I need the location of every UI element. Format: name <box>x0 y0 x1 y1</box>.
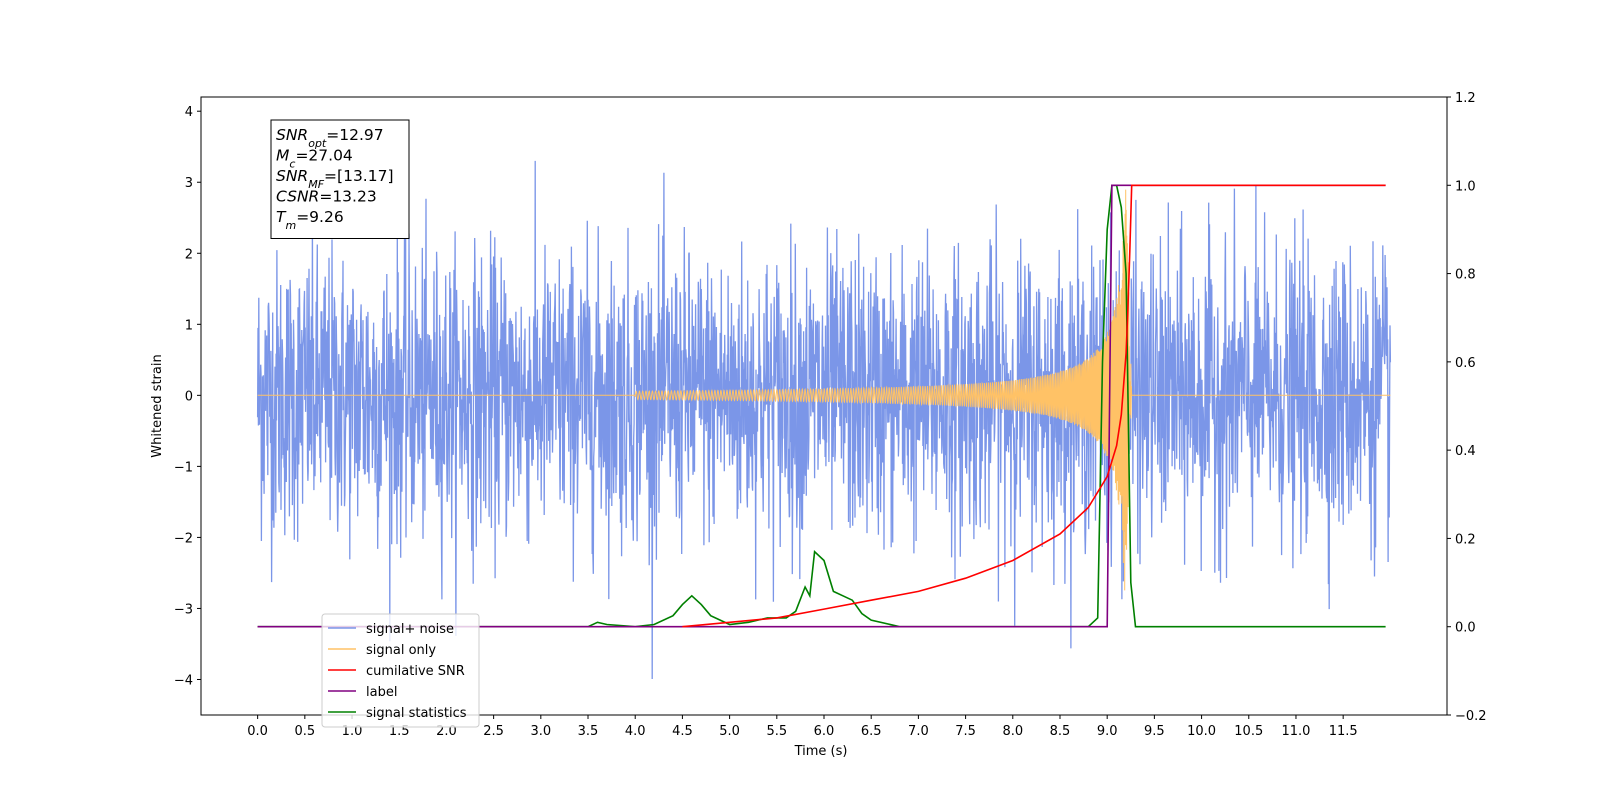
x-tick-label: 0.5 <box>294 724 315 739</box>
info-box: SNRopt=12.97Mc=27.04SNRMF=[13.17]CSNR=13… <box>270 119 410 239</box>
x-axis-label: Time (s) <box>794 744 848 759</box>
y-right-tick-label: 0.0 <box>1455 621 1476 636</box>
info-subscript: m <box>285 219 296 232</box>
info-symbol: T <box>276 208 287 226</box>
info-value: =27.04 <box>295 147 352 165</box>
y-right-tick-label: 1.0 <box>1455 179 1476 194</box>
y-tick-label: −1 <box>174 460 193 475</box>
series-signal-only <box>257 189 1391 591</box>
x-tick-label: 4.0 <box>625 724 646 739</box>
x-tick-label: 0.0 <box>247 724 268 739</box>
y-tick-label: −4 <box>174 673 193 688</box>
y-right-tick-label: −0.2 <box>1455 709 1487 724</box>
y-tick-label: −2 <box>174 531 193 546</box>
x-tick-label: 3.0 <box>530 724 551 739</box>
x-tick-label: 7.5 <box>955 724 976 739</box>
y-tick-label: 4 <box>185 105 193 120</box>
x-tick-label: 7.0 <box>908 724 929 739</box>
info-subscript: c <box>289 157 295 170</box>
info-subscript: MF <box>308 178 324 191</box>
x-tick-label: 10.5 <box>1234 724 1263 739</box>
y-axis-left: 4 3 2 1 0 −1 −2 −3 −4 <box>174 105 201 688</box>
info-symbol: CSNR <box>276 188 319 206</box>
info-line: Tm=9.26 <box>276 208 344 232</box>
x-tick-label: 9.5 <box>1144 724 1165 739</box>
x-axis: 0.0 0.5 1.0 1.5 2.0 2.5 3.0 3.5 4.0 4.5 5.0 5.5 6.0 6… <box>247 715 1358 739</box>
y-tick-label: 1 <box>185 318 193 333</box>
x-tick-label: 9.0 <box>1097 724 1118 739</box>
legend-label: signal only <box>366 643 436 658</box>
x-tick-label: 10.0 <box>1187 724 1216 739</box>
y-tick-label: 3 <box>185 176 193 191</box>
x-tick-label: 8.5 <box>1050 724 1071 739</box>
x-tick-label: 6.5 <box>861 724 882 739</box>
y-right-tick-label: 0.2 <box>1455 532 1476 547</box>
x-tick-label: 11.5 <box>1329 724 1358 739</box>
info-subscript: opt <box>308 137 327 150</box>
legend-label: label <box>366 685 397 700</box>
x-tick-label: 8.0 <box>1002 724 1023 739</box>
y-tick-label: 2 <box>185 247 193 262</box>
info-line: SNRopt=12.97 <box>276 126 384 150</box>
x-tick-label: 11.0 <box>1281 724 1310 739</box>
legend: signal+ noise signal only cumilative SNR la… <box>321 613 480 728</box>
series-cumulative-snr <box>682 184 1386 628</box>
x-tick-label: 2.5 <box>483 724 504 739</box>
info-value: =12.97 <box>326 126 383 144</box>
info-symbol: SNR <box>276 126 308 144</box>
y-right-tick-label: 0.8 <box>1455 268 1476 283</box>
y-right-tick-label: 1.2 <box>1455 91 1476 106</box>
y-tick-label: 0 <box>185 389 193 404</box>
series-layer <box>256 160 1392 680</box>
info-line: SNRMF=[13.17] <box>276 167 394 191</box>
legend-label: cumilative SNR <box>366 664 465 679</box>
x-tick-label: 5.5 <box>766 724 787 739</box>
info-symbol: M <box>276 147 289 165</box>
x-tick-label: 5.0 <box>719 724 740 739</box>
legend-label: signal+ noise <box>366 622 454 637</box>
info-line: Mc=27.04 <box>276 147 353 171</box>
series-signal-plus-noise <box>256 160 1392 680</box>
x-tick-label: 3.5 <box>578 724 599 739</box>
y-axis-label: Whitened strain <box>150 354 165 457</box>
x-tick-label: 6.0 <box>814 724 835 739</box>
info-value: =[13.17] <box>324 167 393 185</box>
y-right-tick-label: 0.4 <box>1455 444 1476 459</box>
y-axis-right: 1.2 1.0 0.8 0.6 0.4 0.2 0.0 −0.2 <box>1447 91 1487 724</box>
info-box-frame <box>270 119 410 239</box>
info-value: =9.26 <box>296 208 344 226</box>
info-line: CSNR=13.23 <box>276 188 377 206</box>
x-tick-label: 4.5 <box>672 724 693 739</box>
y-tick-label: −3 <box>174 602 193 617</box>
info-symbol: SNR <box>276 167 308 185</box>
info-value: =13.23 <box>319 188 376 206</box>
x-tick-label: 2.0 <box>436 724 457 739</box>
x-tick-label: 1.5 <box>389 724 410 739</box>
legend-label: signal statistics <box>366 706 467 721</box>
legend-frame <box>321 613 480 728</box>
y-right-tick-label: 0.6 <box>1455 356 1476 371</box>
x-tick-label: 1.0 <box>342 724 363 739</box>
